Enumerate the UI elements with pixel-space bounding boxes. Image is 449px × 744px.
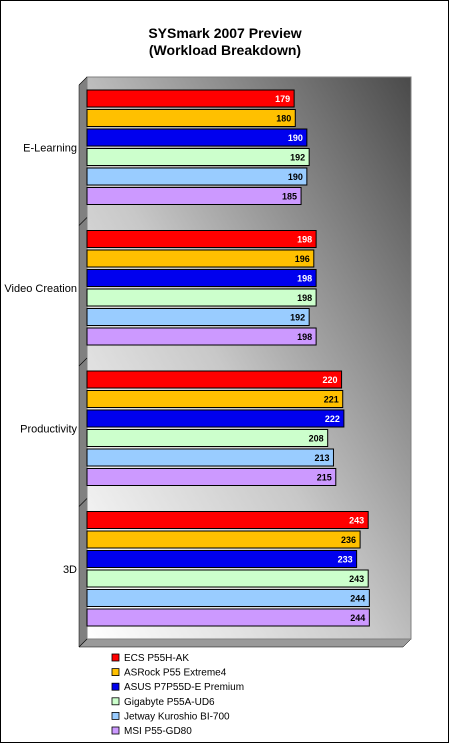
legend-label: ECS P55H-AK — [124, 653, 189, 664]
category-label: E-Learning — [23, 142, 77, 154]
plot-floor — [78, 638, 412, 648]
category-tick — [78, 217, 88, 226]
bar — [86, 468, 337, 486]
legend-swatch — [111, 653, 120, 662]
bar-value-label: 244 — [350, 613, 365, 623]
bar-value-label: 236 — [341, 535, 356, 545]
bar — [86, 429, 329, 447]
bar — [86, 187, 302, 205]
bar-value-label: 222 — [325, 414, 340, 424]
bar-value-label: 208 — [309, 434, 324, 444]
bar — [86, 249, 315, 268]
bar-value-label: 179 — [275, 94, 290, 104]
bar — [86, 167, 308, 186]
bar-value-label: 244 — [350, 594, 365, 604]
legend-swatch — [111, 668, 120, 676]
legend-label: Gigabyte P55A-UD6 — [124, 697, 215, 708]
bar-value-label: 233 — [338, 555, 353, 565]
bar — [86, 327, 317, 346]
chart-title: SYSmark 2007 Preview — [148, 25, 301, 41]
bar — [86, 148, 310, 166]
bar — [86, 530, 361, 549]
chart-subtitle: (Workload Breakdown) — [149, 42, 301, 58]
bar — [86, 448, 334, 467]
legend-label: Jetway Kuroshio BI-700 — [124, 711, 230, 722]
bar-value-label: 198 — [297, 274, 312, 284]
legend-swatch — [111, 726, 120, 735]
legend-swatch — [111, 682, 120, 691]
bar — [86, 269, 317, 287]
bar-value-label: 243 — [349, 574, 364, 584]
bar-value-label: 213 — [314, 453, 329, 463]
bar — [86, 511, 369, 529]
category-tick — [78, 638, 88, 648]
bar-value-label: 198 — [297, 235, 312, 245]
bar-value-label: 190 — [288, 133, 303, 143]
legend-swatch — [111, 697, 120, 706]
bar-value-label: 185 — [282, 192, 297, 202]
legend-label: ASUS P7P55D-E Premium — [124, 682, 244, 693]
bar — [86, 89, 295, 108]
bar-value-label: 220 — [323, 375, 338, 385]
bar — [86, 370, 343, 389]
bar — [86, 608, 370, 627]
category-tick — [78, 357, 88, 367]
category-tick — [78, 498, 88, 507]
bar-value-label: 243 — [349, 516, 364, 526]
bar-value-label: 196 — [295, 254, 310, 264]
bar-value-label: 192 — [290, 153, 305, 163]
category-tick — [78, 76, 88, 86]
bar-value-label: 215 — [317, 473, 332, 483]
bar-value-label: 192 — [290, 313, 305, 323]
bar — [86, 409, 345, 428]
bar — [86, 288, 317, 307]
bar — [86, 109, 296, 127]
bar-value-label: 190 — [288, 172, 303, 182]
bar — [86, 128, 308, 147]
legend-swatch — [111, 712, 120, 720]
bar — [86, 569, 369, 588]
bar — [86, 550, 358, 568]
bar-value-label: 180 — [276, 114, 291, 124]
bar — [86, 308, 310, 326]
bar-value-label: 221 — [324, 395, 339, 405]
legend-label: MSI P55-GD80 — [124, 726, 192, 737]
category-label: 3D — [63, 564, 77, 576]
bar — [86, 230, 317, 248]
bar — [86, 390, 344, 408]
bar-value-label: 198 — [297, 332, 312, 342]
category-label: Productivity — [20, 423, 77, 435]
category-label: Video Creation — [4, 283, 77, 295]
bar — [86, 589, 370, 607]
legend-label: ASRock P55 Extreme4 — [124, 668, 227, 679]
bar-value-label: 198 — [297, 293, 312, 303]
